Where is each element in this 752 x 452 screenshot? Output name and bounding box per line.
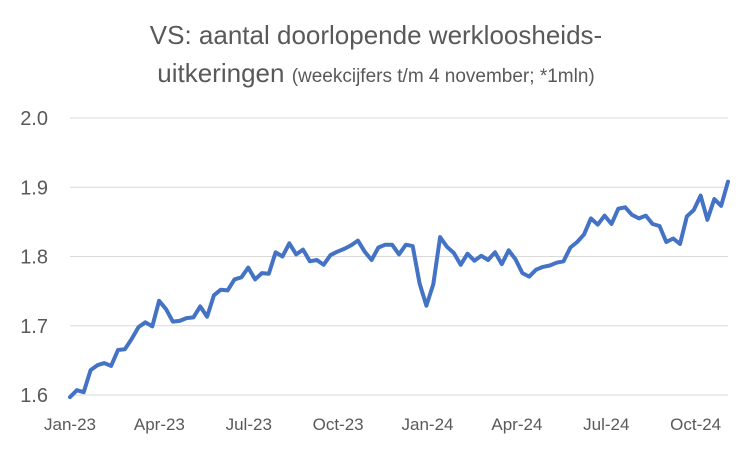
y-tick-label: 2.0 (20, 108, 48, 130)
x-tick-label: Jul-23 (226, 415, 272, 434)
x-tick-label: Oct-23 (313, 415, 364, 434)
chart-title-line2: uitkeringen (weekcijfers t/m 4 november;… (0, 58, 752, 89)
x-tick-label: Jan-23 (44, 415, 96, 434)
x-tick-labels: Jan-23 Apr-23 Jul-23 Oct-23 Jan-24 Apr-24 Jul-… (44, 415, 721, 434)
series-lines (68, 179, 730, 400)
x-tick-label: Jul-24 (583, 415, 629, 434)
y-tick-labels: 1.6 1.7 1.8 1.9 2.0 (20, 108, 48, 407)
chart-title-main: uitkeringen (157, 58, 285, 88)
y-tick-label: 1.8 (20, 247, 48, 269)
y-tick-label: 1.9 (20, 177, 48, 199)
x-tick-label: Apr-24 (491, 415, 542, 434)
chart-title-line1: VS: aantal doorlopende werkloosheids- (149, 20, 603, 50)
series-line (68, 179, 730, 400)
x-tick-label: Jan-24 (402, 415, 454, 434)
chart-title-suffix: (weekcijfers t/m 4 november; *1mln) (291, 66, 595, 87)
gridlines (70, 117, 728, 396)
x-tick-label: Oct-24 (670, 415, 721, 434)
x-tick-label: Apr-23 (134, 415, 185, 434)
y-tick-label: 1.7 (20, 316, 48, 338)
y-tick-label: 1.6 (20, 385, 48, 407)
